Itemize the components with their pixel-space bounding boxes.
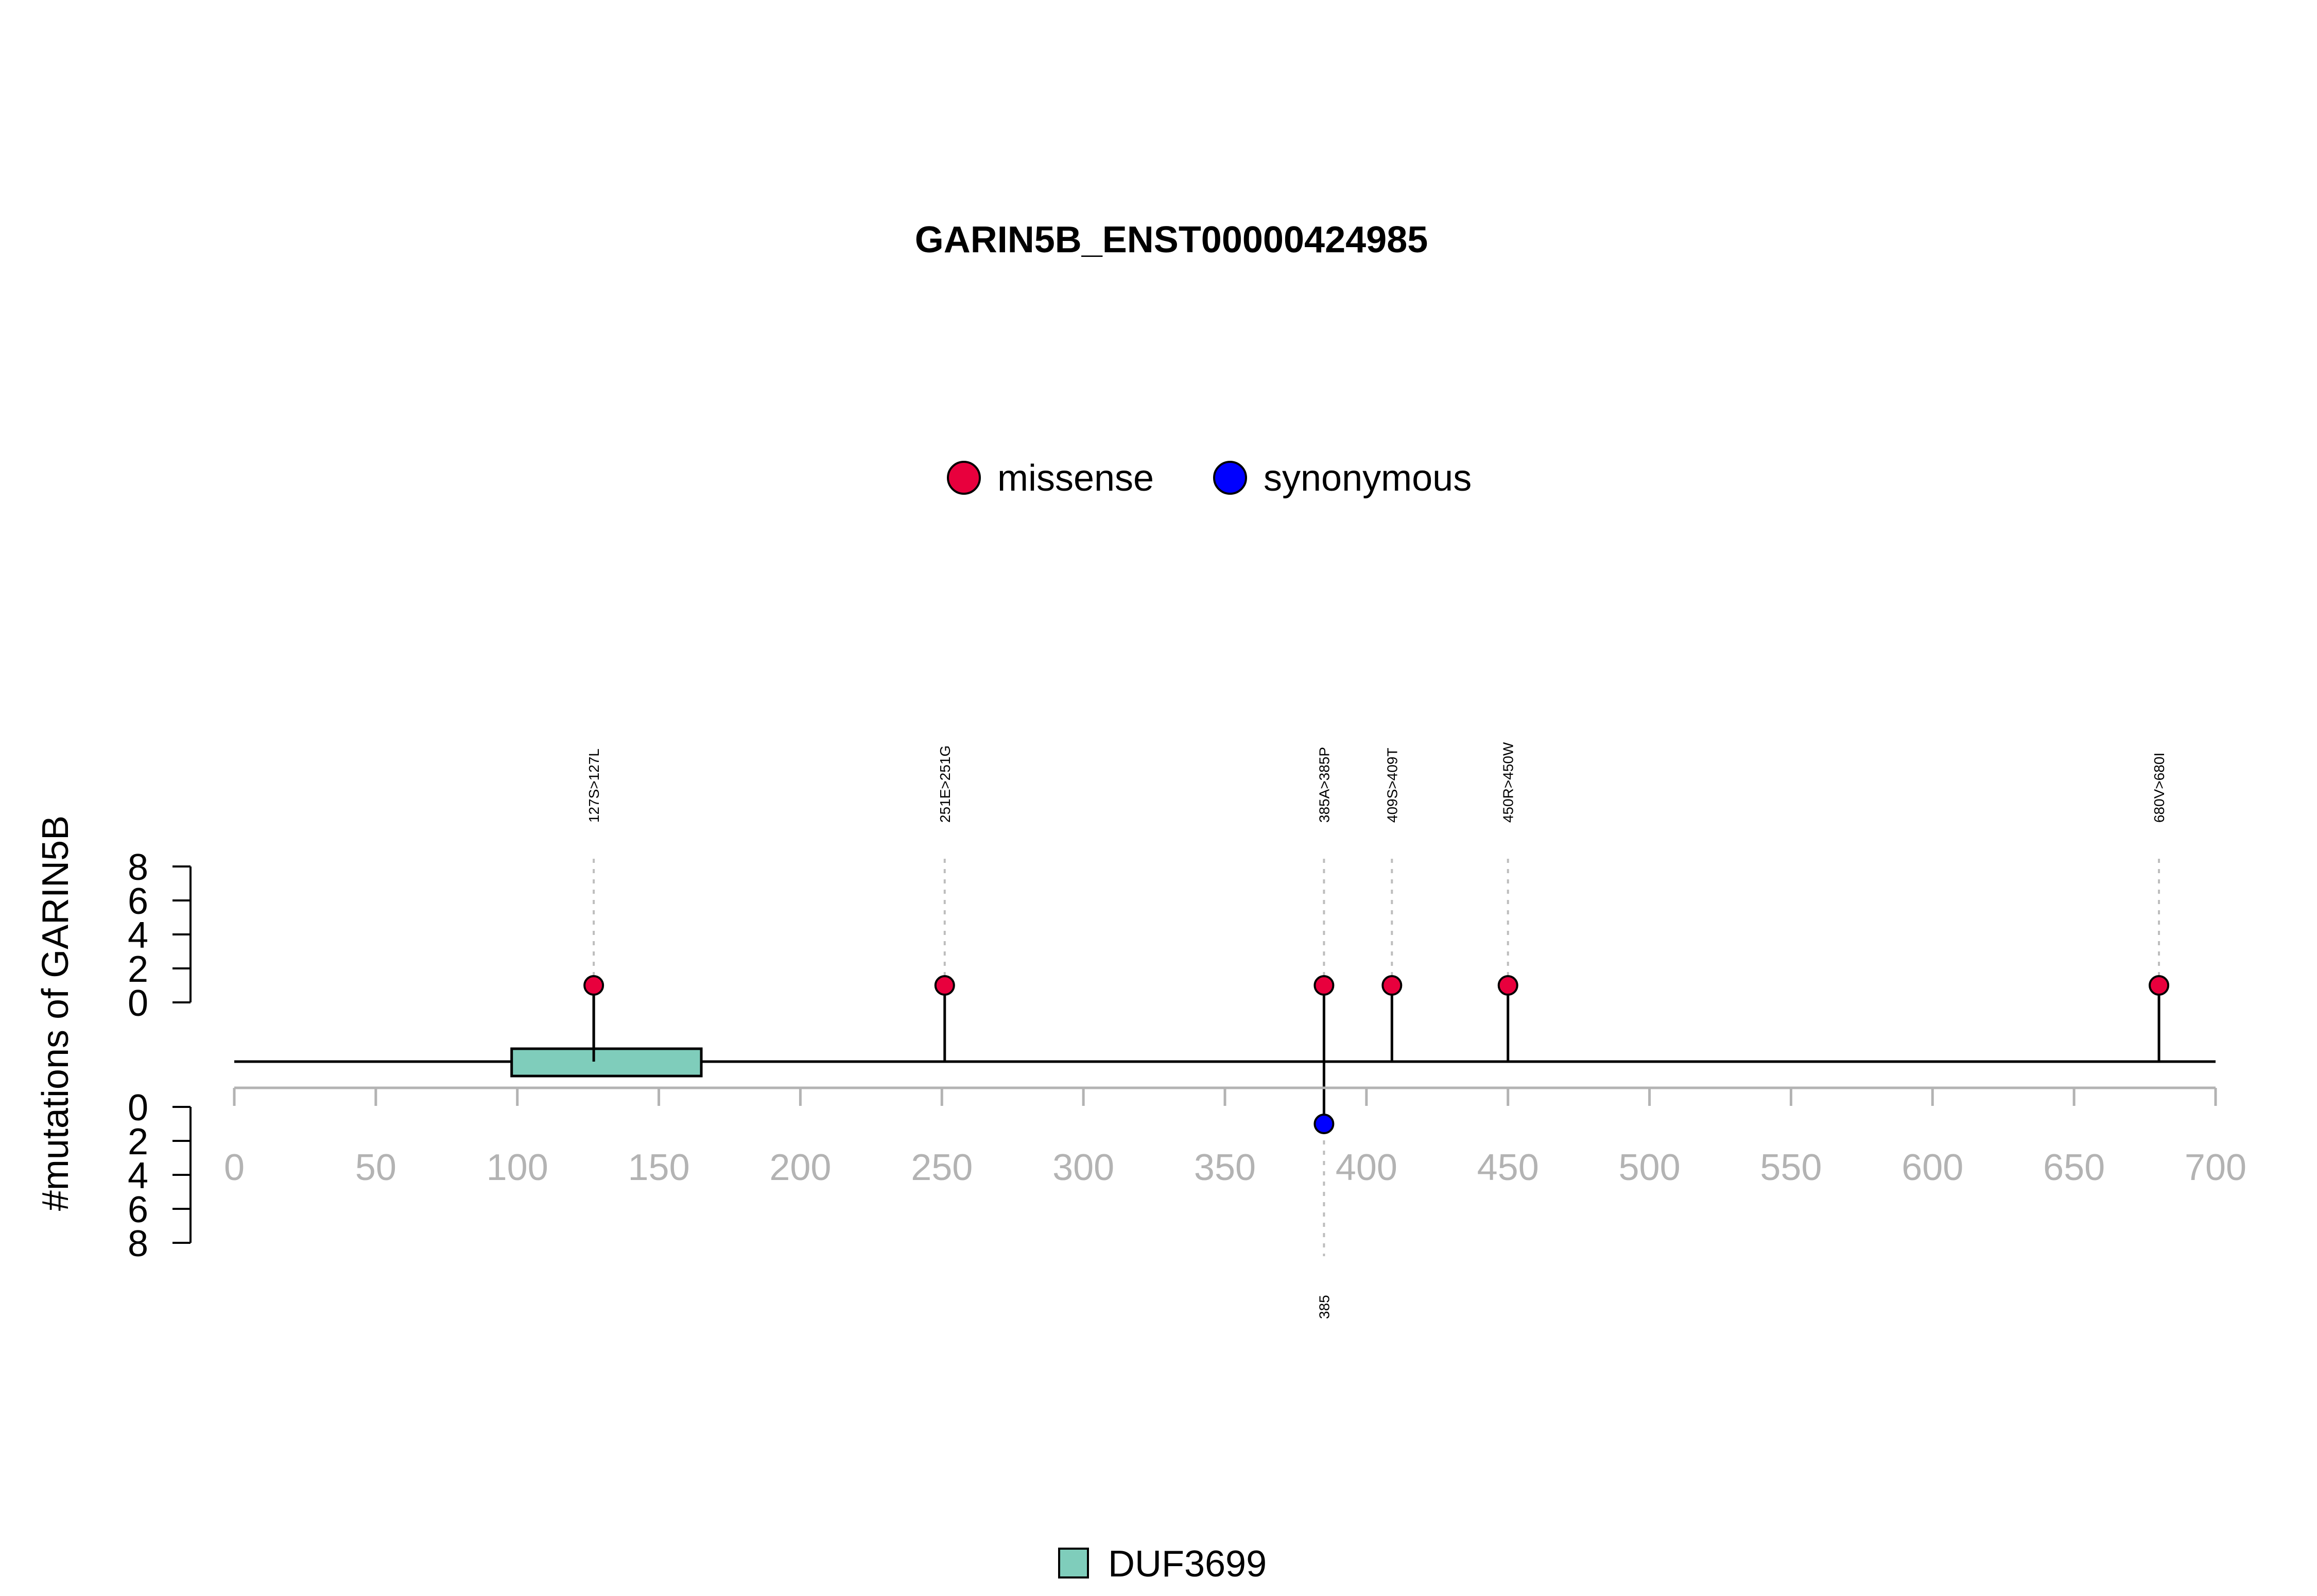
- x-tick-label: 150: [628, 1147, 690, 1188]
- y-tick-label-top: 0: [128, 983, 148, 1024]
- mutation-label: 409S>409T: [1384, 748, 1400, 823]
- x-tick-label: 550: [1760, 1147, 1822, 1188]
- mutation-label: 450R>450W: [1500, 742, 1516, 823]
- y-tick-label-top: 4: [128, 915, 148, 956]
- mutation-label: 251E>251G: [937, 745, 953, 823]
- missense-point: [583, 975, 604, 996]
- label-guide-lines: [593, 859, 2160, 1256]
- synonymous-point: [1313, 1114, 1335, 1134]
- y-tick-label-bottom: 8: [128, 1223, 148, 1264]
- x-tick-label: 300: [1052, 1147, 1114, 1188]
- y-tick-label-top: 8: [128, 847, 148, 888]
- mutation-label: 680V>680I: [2151, 753, 2167, 823]
- x-tick-label: 250: [911, 1147, 973, 1188]
- x-tick-label: 400: [1336, 1147, 1397, 1188]
- x-axis: 0 50 100 150 200 250 300 350 400 450 500 550 600 650 7…: [224, 1086, 2246, 1188]
- mutation-label: 385: [1316, 1295, 1332, 1319]
- y-axis-label: #mutations of GARIN5B: [35, 816, 76, 1211]
- missense-point: [1381, 975, 1403, 996]
- y-tick-label-bottom: 2: [128, 1121, 148, 1163]
- y-tick-label-bottom: 6: [128, 1189, 148, 1230]
- synonymous-legend-swatch: [1213, 461, 1247, 495]
- y-tick-label-top: 2: [128, 949, 148, 990]
- x-tick-label: 350: [1194, 1147, 1256, 1188]
- chart-title: GARIN5B_ENST00000424985: [915, 219, 1428, 261]
- domain-legend: DUF3699: [1058, 1543, 1267, 1585]
- y-tick-label-top: 6: [128, 881, 148, 922]
- missense-point: [2149, 975, 2170, 996]
- domain-boxes: [510, 985, 703, 1078]
- domain-legend-label: DUF3699: [1108, 1543, 1267, 1585]
- x-tick-label: 200: [769, 1147, 831, 1188]
- missense-point: [1313, 975, 1335, 996]
- x-tick-label: 0: [224, 1147, 245, 1188]
- domain-box-duf3699: [510, 1047, 703, 1078]
- mutation-label: 127S>127L: [586, 749, 602, 823]
- x-tick-label: 600: [1901, 1147, 1963, 1188]
- missense-point: [934, 975, 955, 996]
- x-tick-label: 650: [2043, 1147, 2105, 1188]
- x-tick-label: 700: [2185, 1147, 2246, 1188]
- synonymous-legend-label: synonymous: [1264, 458, 1472, 499]
- y-tick-label-bottom: 4: [128, 1155, 148, 1196]
- mutation-type-legend: missense synonymous: [947, 458, 1472, 499]
- missense-legend-swatch: [947, 461, 981, 495]
- missense-point: [1497, 975, 1518, 996]
- x-tick-label: 500: [1619, 1147, 1681, 1188]
- x-tick-label: 100: [487, 1147, 548, 1188]
- lollipop-stems: [592, 985, 2160, 1124]
- mutation-labels: 127S>127L 251E>251G 385A>385P 409S>409T 450R…: [586, 742, 2167, 1319]
- lollipop-heads: [583, 975, 2170, 1134]
- missense-legend-label: missense: [997, 458, 1154, 499]
- y-tick-label-bottom: 0: [128, 1087, 148, 1129]
- x-tick-label: 450: [1477, 1147, 1539, 1188]
- mutation-label: 385A>385P: [1316, 747, 1332, 823]
- x-tick-label: 50: [355, 1147, 396, 1188]
- domain-legend-swatch: [1058, 1548, 1089, 1578]
